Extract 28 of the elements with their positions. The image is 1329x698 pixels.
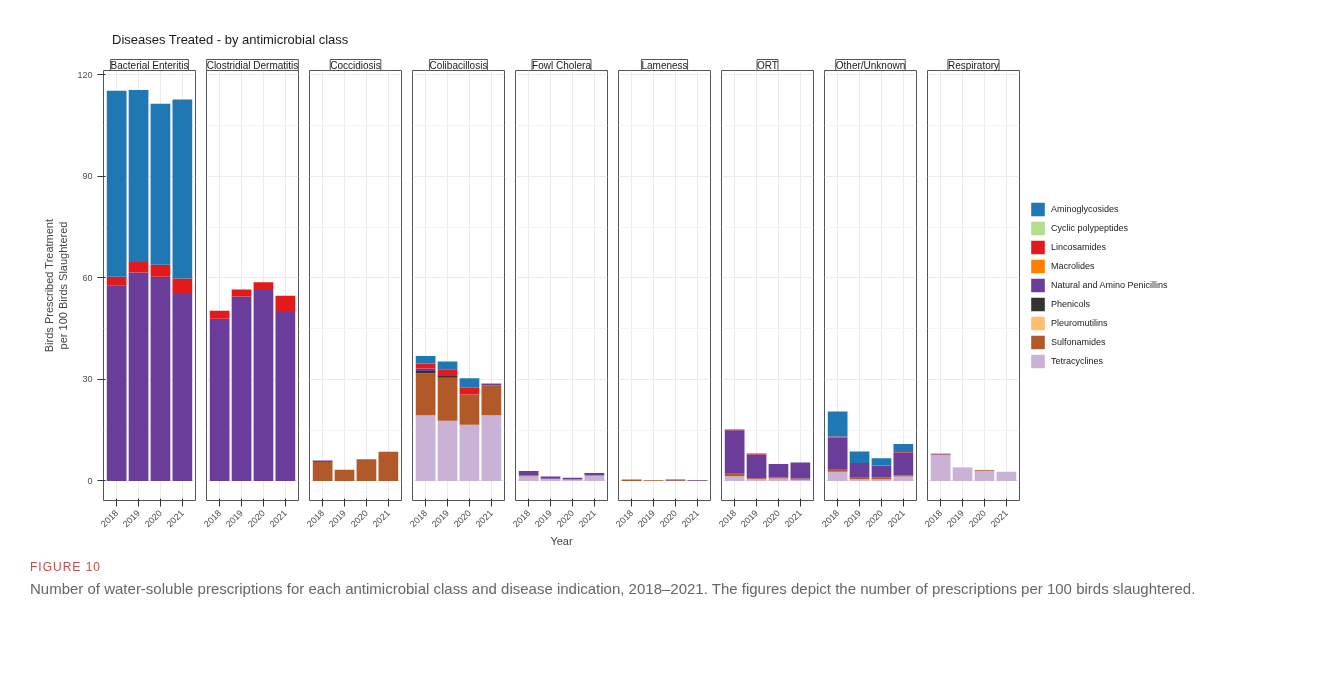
x-axis-title: Year: [550, 534, 573, 547]
y-tick-label: 90: [82, 170, 93, 181]
y-tick-label: 30: [82, 373, 93, 384]
y-axis-title: Birds Prescribed Treatment per 100 Birds Slaughtered: [43, 218, 70, 352]
legend-label: Tetracyclines: [1051, 355, 1104, 366]
caption: FIGURE 10: [30, 558, 102, 576]
legend-label: Aminoglycosides: [1051, 203, 1119, 214]
chart-title: Fowl Cholera: [532, 59, 592, 71]
legend-label: Natural and Amino Penicillins: [1051, 279, 1168, 290]
legend-label: Lincosamides: [1051, 241, 1107, 252]
chart-title: Coccidiosis: [330, 59, 381, 71]
chart-title: Clostridial Dermatitis: [206, 59, 299, 71]
chart-title: Respiratory: [947, 59, 1000, 71]
chart-title: Lameness: [641, 59, 688, 71]
legend-label: Macrolides: [1051, 260, 1095, 271]
chart-title: ORT: [757, 59, 778, 71]
legend-label: Phenicols: [1051, 298, 1091, 309]
y-tick-label: 120: [77, 69, 93, 80]
text: Diseases Treated - by antimicrobial class: [112, 31, 349, 49]
y-tick-label: 0: [87, 475, 93, 486]
legend-label: Pleuromutilins: [1051, 317, 1108, 328]
y-tick-label: 60: [82, 272, 93, 283]
legend-label: Cyclic polypeptides: [1051, 222, 1129, 233]
legend-label: Sulfonamides: [1051, 336, 1106, 347]
chart-title: Bacterial Enteritis: [110, 59, 189, 71]
chart-title: Colibacillosis: [429, 59, 488, 71]
text: Number of water-soluble prescriptions for each antimicrobial class and disease indication, 2018–2021. The figures depict the number of prescriptions per 100 birds slaughtered.: [30, 578, 1197, 599]
chart-title: Other/Unknown: [835, 59, 906, 71]
